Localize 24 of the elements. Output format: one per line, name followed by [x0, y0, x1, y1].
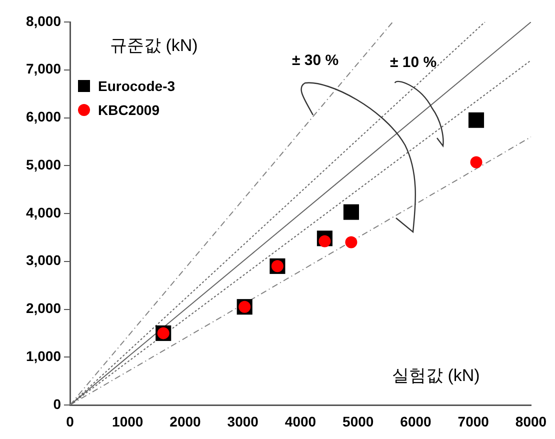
x-tick-label: 8000	[515, 413, 547, 430]
y-tick-label: 7,000	[26, 60, 62, 77]
annotation: ± 10 %	[390, 54, 437, 71]
x-tick-label: 0	[66, 413, 74, 430]
annotation: ± 30 %	[292, 52, 339, 69]
x-tick-label: 3000	[227, 413, 259, 430]
x-tick-label: 4000	[284, 413, 316, 430]
legend-label: Eurocode-3	[98, 78, 176, 94]
x-tick-label: 6000	[400, 413, 432, 430]
x-tick-label: 5000	[342, 413, 374, 430]
x-tick-label: 1000	[112, 413, 144, 430]
legend-label: KBC2009	[98, 102, 160, 118]
y-tick-label: 5,000	[26, 156, 62, 172]
y-tick-label: 2,000	[26, 300, 62, 316]
y-tick-label: 4,000	[26, 204, 62, 220]
x-axis-title: 실험값 (kN)	[392, 365, 480, 387]
y-axis-title: 규준값 (kN)	[110, 35, 198, 57]
y-tick-label: 0	[53, 396, 62, 412]
y-tick-label: 3,000	[26, 252, 62, 268]
x-tick-label: 2000	[170, 413, 202, 430]
y-tick-label: 6,000	[26, 108, 62, 125]
x-tick-label: 7000	[458, 413, 490, 430]
y-tick-label: 8,000	[26, 12, 62, 29]
y-tick-label: 1,000	[26, 348, 62, 364]
